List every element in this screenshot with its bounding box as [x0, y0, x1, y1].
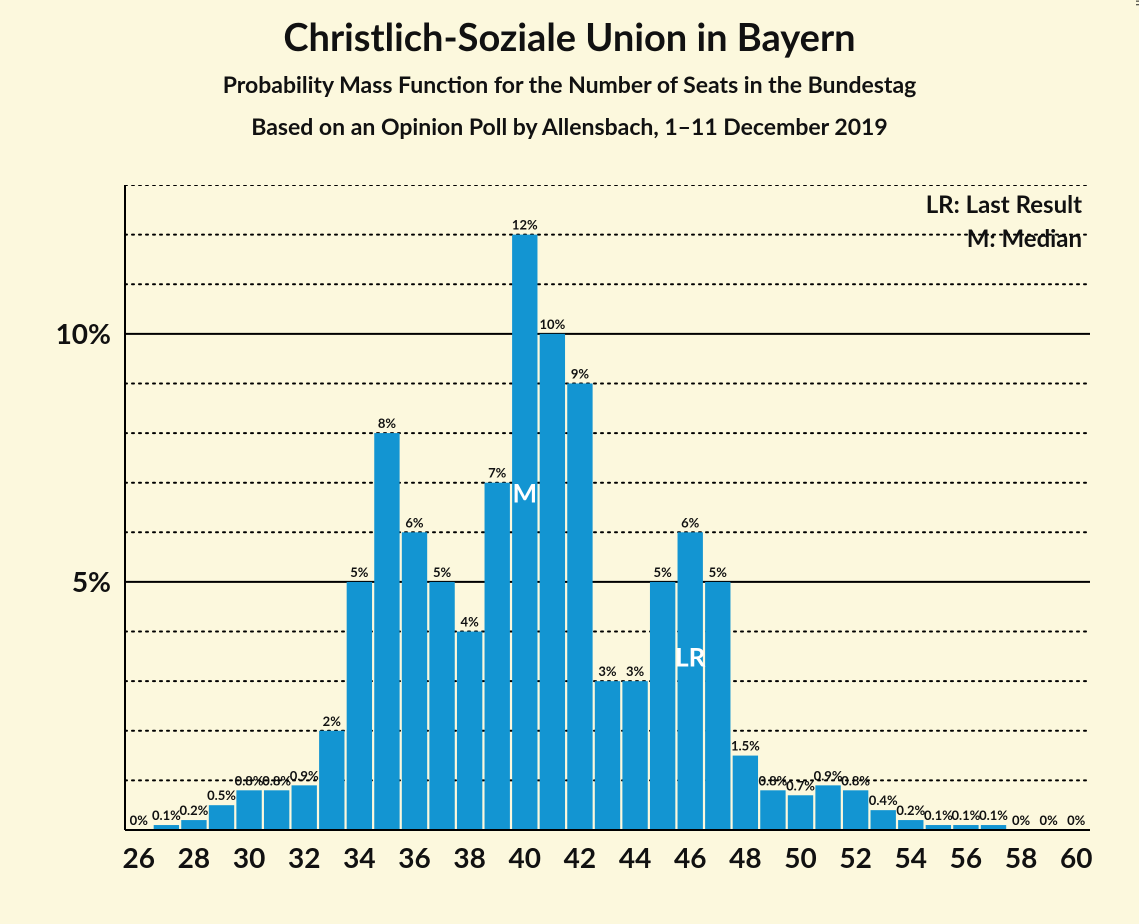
bar — [788, 795, 813, 830]
bar-value-label: 0.1% — [924, 807, 953, 823]
legend-m: M: Median — [967, 224, 1082, 253]
subtitle-1: Probability Mass Function for the Number… — [0, 70, 1139, 98]
marker-lr: LR — [675, 640, 706, 672]
x-tick-label: 32 — [288, 840, 320, 874]
pmf-bar-chart: 5%10%0%0.1%0.2%0.5%0.8%0.8%0.9%2%5%8%6%5… — [40, 185, 1110, 885]
x-tick-label: 44 — [619, 840, 651, 874]
bar — [760, 790, 785, 830]
bar — [236, 790, 261, 830]
chart-page: Christlich-Soziale Union in Bayern Proba… — [0, 0, 1139, 924]
bar — [843, 790, 868, 830]
bar — [209, 805, 234, 830]
subtitle-2: Based on an Opinion Poll by Allensbach, … — [0, 112, 1139, 140]
bar-value-label: 4% — [461, 614, 480, 630]
bar-value-label: 0.2% — [896, 802, 925, 818]
x-tick-label: 54 — [895, 840, 927, 874]
bar-value-label: 3% — [626, 663, 645, 679]
bar — [181, 820, 206, 830]
bar-value-label: 6% — [405, 514, 424, 530]
bar-value-label: 2% — [323, 713, 342, 729]
bar-value-label: 0.1% — [952, 807, 981, 823]
bar-value-label: 0.8% — [841, 772, 870, 788]
x-tick-label: 42 — [564, 840, 596, 874]
bar-value-label: 0% — [1012, 812, 1031, 828]
bar — [485, 483, 510, 830]
bar — [567, 383, 592, 830]
bar-value-label: 0.1% — [979, 807, 1008, 823]
bar — [705, 582, 730, 830]
bar — [595, 681, 620, 830]
bar — [815, 785, 840, 830]
x-tick-label: 46 — [674, 840, 706, 874]
y-tick-label: 5% — [72, 564, 111, 598]
bar — [319, 731, 344, 830]
bar-value-label: 0.8% — [262, 772, 291, 788]
bar-value-label: 0.1% — [152, 807, 181, 823]
x-tick-label: 58 — [1005, 840, 1037, 874]
bar — [347, 582, 372, 830]
bar-value-label: 7% — [488, 465, 507, 481]
marker-m: M — [512, 477, 537, 509]
bar-value-label: 8% — [378, 415, 397, 431]
bar — [264, 790, 289, 830]
legend-lr: LR: Last Result — [926, 190, 1082, 219]
x-tick-label: 30 — [233, 840, 265, 874]
bar-value-label: 0% — [1067, 812, 1086, 828]
x-tick-label: 28 — [178, 840, 210, 874]
bar — [678, 532, 703, 830]
bar — [540, 334, 565, 830]
x-tick-label: 56 — [950, 840, 982, 874]
bar-value-label: 1.5% — [731, 738, 760, 754]
bar — [512, 235, 537, 830]
bar — [871, 810, 896, 830]
bar-value-label: 0% — [1040, 812, 1059, 828]
bar — [292, 785, 317, 830]
bar-value-label: 0.8% — [759, 772, 788, 788]
bar-value-label: 0.2% — [180, 802, 209, 818]
copyright: © 2021 Filip van Laenen — [1133, 0, 1139, 6]
bar-value-label: 5% — [654, 564, 673, 580]
x-tick-label: 50 — [784, 840, 816, 874]
bar — [733, 756, 758, 830]
bar — [374, 433, 399, 830]
bar-value-label: 0.9% — [290, 767, 319, 783]
x-tick-label: 52 — [839, 840, 871, 874]
bar-value-label: 3% — [598, 663, 617, 679]
bar — [402, 532, 427, 830]
chart-container: 5%10%0%0.1%0.2%0.5%0.8%0.8%0.9%2%5%8%6%5… — [40, 185, 1110, 885]
bar-value-label: 9% — [571, 365, 590, 381]
x-tick-label: 60 — [1060, 840, 1092, 874]
y-tick-label: 10% — [56, 316, 111, 350]
bar — [429, 582, 454, 830]
bar-value-label: 0.7% — [786, 777, 815, 793]
x-tick-label: 36 — [398, 840, 430, 874]
bar-value-label: 0.4% — [869, 792, 898, 808]
bar-value-label: 0.5% — [207, 787, 236, 803]
bar-value-label: 0.8% — [235, 772, 264, 788]
x-tick-label: 48 — [729, 840, 761, 874]
bar — [622, 681, 647, 830]
bar — [457, 632, 482, 830]
bar-value-label: 12% — [512, 217, 538, 233]
x-tick-label: 40 — [509, 840, 541, 874]
bar — [898, 820, 923, 830]
x-tick-label: 38 — [453, 840, 485, 874]
bar-value-label: 0.9% — [814, 767, 843, 783]
bar-value-label: 5% — [350, 564, 369, 580]
bar-value-label: 10% — [539, 316, 565, 332]
bar-value-label: 6% — [681, 514, 700, 530]
bar-value-label: 0% — [130, 812, 149, 828]
bar-value-label: 5% — [709, 564, 728, 580]
bar-value-label: 5% — [433, 564, 452, 580]
x-tick-label: 26 — [123, 840, 155, 874]
page-title: Christlich-Soziale Union in Bayern — [0, 0, 1139, 60]
x-tick-label: 34 — [343, 840, 375, 874]
bar — [650, 582, 675, 830]
